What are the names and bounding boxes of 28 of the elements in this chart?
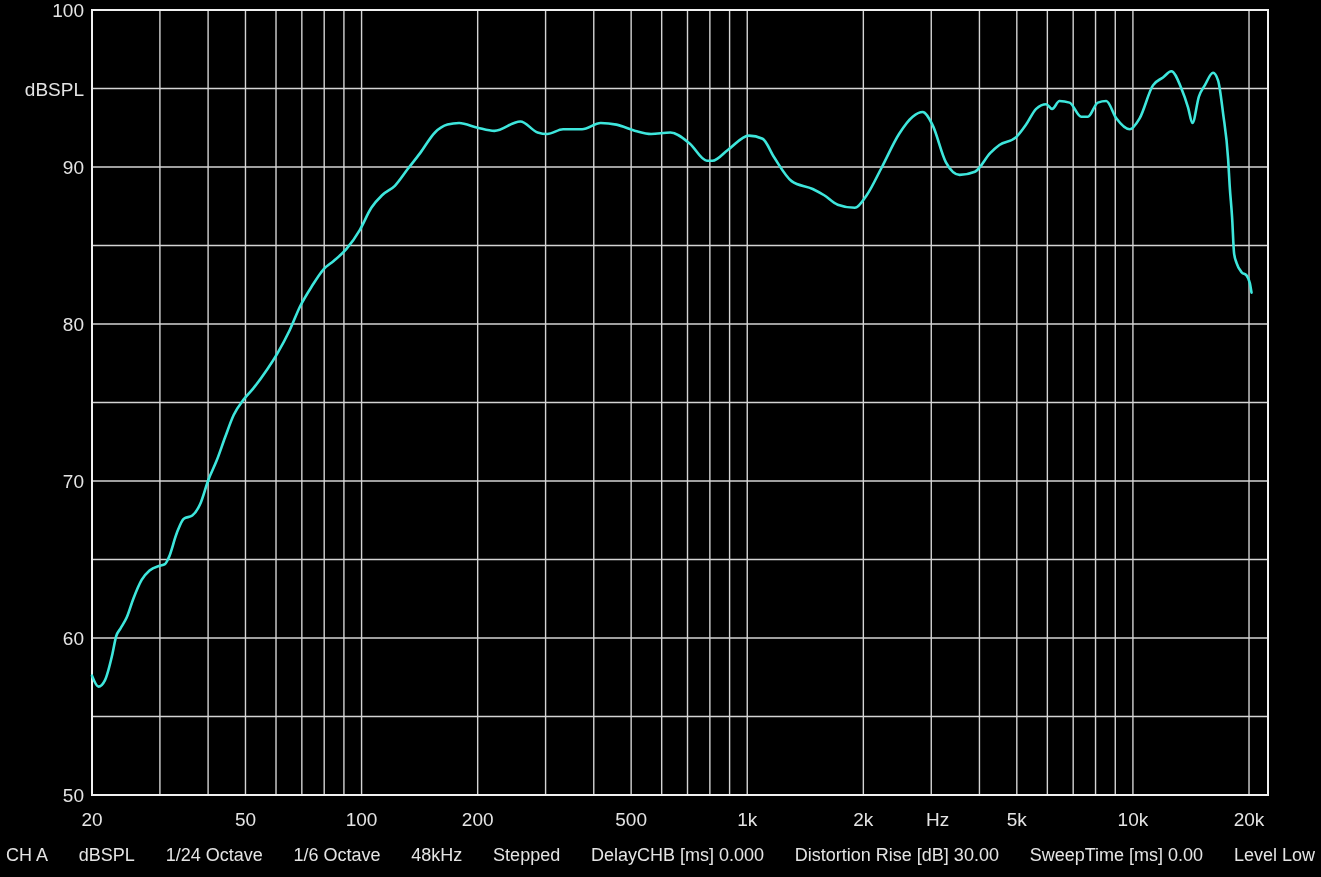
- text: 1/6 Octave: [293, 844, 381, 866]
- text: 1/24 Octave: [165, 844, 263, 866]
- text: SweepTime [ms] 0.00: [1029, 844, 1204, 866]
- y-tick-label: 50: [62, 784, 84, 806]
- x-tick-label: 200: [461, 809, 494, 830]
- text: DelayCHB [ms] 0.000: [590, 844, 765, 866]
- x-tick-label: 20k: [1233, 809, 1265, 830]
- y-tick-label: 90: [62, 156, 84, 178]
- x-axis-title: Hz: [925, 809, 950, 830]
- y-axis-title: dBSPL: [24, 78, 84, 99]
- x-tick-label: 1k: [737, 809, 758, 830]
- text: dBSPL: [78, 844, 135, 866]
- x-tick-label: 20: [81, 809, 103, 830]
- text: Stepped: [493, 844, 561, 866]
- x-tick-label: 2k: [853, 809, 874, 830]
- x-tick-label: 5k: [1006, 809, 1028, 830]
- y-tick-label: 70: [62, 470, 84, 492]
- y-tick-label: 80: [62, 313, 84, 335]
- text: 48kHz: [411, 844, 463, 866]
- x-tick-label: 10k: [1117, 809, 1149, 830]
- x-tick-label: 50: [234, 809, 257, 830]
- text: Level Low: [1233, 844, 1315, 866]
- text: Distortion Rise [dB] 30.00: [794, 844, 999, 866]
- x-tick-label: 100: [345, 809, 378, 830]
- text: CH A: [6, 844, 49, 866]
- x-tick-label: 500: [615, 809, 647, 830]
- y-tick-label: 100: [52, 0, 84, 21]
- y-tick-label: 60: [62, 627, 84, 649]
